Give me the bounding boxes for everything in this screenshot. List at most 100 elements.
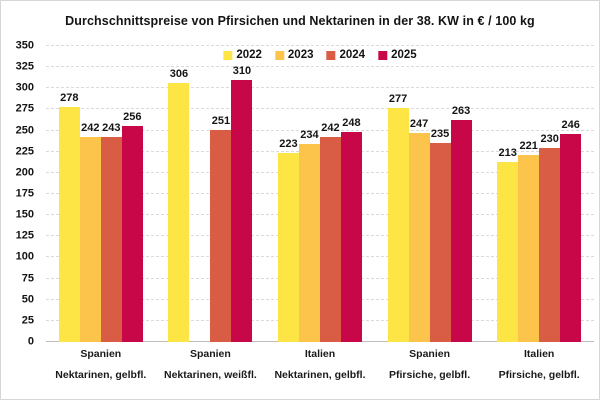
category-product-label: Pfirsiche, gelbfl.	[498, 369, 580, 381]
bar-value-label: 277	[388, 92, 408, 105]
bar-value-label: 243	[102, 121, 121, 134]
bar-slot: 248	[340, 46, 362, 342]
legend-swatch	[274, 50, 284, 60]
bar-2022	[168, 83, 190, 342]
category-product-label: Pfirsiche, gelbfl.	[389, 369, 471, 381]
bar-value-label: 263	[451, 104, 471, 117]
y-tick-label: 0	[27, 335, 34, 348]
y-tick-label: 300	[15, 81, 34, 94]
bar-slot: 246	[560, 46, 582, 342]
bar-value-label: 234	[300, 129, 319, 142]
bar-2024	[319, 137, 341, 342]
bar-slot: 242	[79, 46, 101, 342]
bar-2023	[298, 144, 320, 342]
bar-2022	[277, 153, 299, 342]
y-tick-label: 100	[15, 250, 34, 263]
bar-group: 277 247 235 263	[387, 46, 472, 342]
legend: 2022 2023 2024 2025	[223, 49, 417, 61]
y-tick-label: 250	[15, 124, 34, 137]
y-axis: 0 25 50 75 100 125 150 175 200 225 250 275 300 325 350	[1, 40, 39, 347]
category-label: Italien Nektarinen, gelbfl.	[265, 346, 375, 381]
y-tick-label: 50	[21, 293, 34, 306]
bar-slot: 256	[121, 46, 143, 342]
bar-2024	[210, 129, 232, 342]
bar-2024	[539, 147, 561, 342]
y-tick-label: 150	[15, 208, 34, 221]
bar-2022	[58, 106, 80, 342]
y-tick-label: 25	[21, 314, 34, 327]
bar-group: 223 234 242 248	[277, 46, 362, 342]
legend-item-2025: 2025	[378, 49, 417, 61]
bar-value-label: 221	[519, 140, 538, 153]
bar-slot: 235	[429, 46, 451, 342]
bar-value-label: 256	[123, 110, 142, 123]
category-label: Spanien Nektarinen, weißfl.	[156, 346, 266, 381]
category-product-label: Nektarinen, weißfl.	[164, 369, 257, 381]
category-label: Spanien Pfirsiche, gelbfl.	[375, 346, 485, 381]
bar-slot: 213	[497, 46, 519, 342]
legend-label: 2024	[339, 49, 366, 61]
bar-slot: 221	[518, 46, 540, 342]
legend-item-2023: 2023	[274, 49, 314, 61]
y-tick-label: 75	[21, 272, 34, 285]
bar-slot: 242	[319, 46, 341, 342]
bar-group: 278 242 243 256	[58, 46, 143, 342]
bar-slot: 251	[210, 46, 232, 342]
legend-label: 2025	[391, 49, 417, 61]
bar-2024	[100, 136, 122, 342]
bar-value-label: 310	[232, 64, 252, 77]
category-product-label: Nektarinen, gelbfl.	[274, 369, 366, 381]
bar-groups: 278 242 243 256 306 251 310 223 234 242 248 277 247 2…	[46, 46, 594, 342]
bar-group: 306 251 310	[168, 46, 253, 342]
bar-value-label: 235	[430, 128, 450, 141]
bar-value-label: 230	[540, 132, 559, 145]
bar-value-label: 248	[342, 117, 361, 130]
bar-slot: 243	[100, 46, 122, 342]
bar-value-label: 242	[81, 122, 100, 135]
bar-group-cell: 306 251 310	[156, 46, 266, 342]
x-axis-labels: Spanien Nektarinen, gelbfl. Spanien Nektari…	[46, 346, 594, 381]
bar-2025	[450, 119, 472, 342]
bar-value-label: 223	[279, 138, 298, 151]
legend-swatch	[223, 50, 233, 60]
plot-area: 278 242 243 256 306 251 310 223 234 242 248 277 247 2…	[46, 45, 594, 342]
legend-item-2022: 2022	[223, 49, 262, 61]
bar-group-cell: 223 234 242 248	[265, 46, 375, 342]
y-tick-label: 225	[15, 145, 34, 158]
bar-slot: 263	[450, 46, 472, 342]
bar-group: 213 221 230 246	[497, 46, 582, 342]
chart-title: Durchschnittspreise von Pfirsichen und N…	[65, 14, 535, 28]
bar-2025	[121, 125, 143, 342]
bar-2024	[429, 143, 451, 342]
legend-swatch	[378, 50, 388, 60]
bar-2022	[497, 161, 519, 342]
bar-slot: 234	[298, 46, 320, 342]
bar-slot: 306	[168, 46, 190, 342]
bar-slot: 310	[231, 46, 253, 342]
bar-2023	[408, 133, 430, 342]
bar-group-cell: 277 247 235 263	[375, 46, 485, 342]
category-origin-label: Spanien	[80, 348, 122, 360]
bar-2025	[560, 133, 582, 342]
y-tick-label: 200	[15, 166, 34, 179]
legend-swatch	[326, 50, 336, 60]
bar-value-label: 306	[169, 68, 189, 81]
legend-label: 2023	[287, 49, 314, 61]
bar-slot: 230	[539, 46, 561, 342]
y-tick-label: 350	[15, 39, 34, 52]
category-origin-label: Italien	[524, 348, 555, 360]
bar-value-label: 251	[211, 114, 231, 127]
bar-value-label: 247	[409, 118, 429, 131]
y-tick-label: 325	[15, 60, 34, 73]
category-origin-label: Spanien	[189, 348, 231, 360]
bar-2022	[387, 107, 409, 342]
bar-group-cell: 278 242 243 256	[46, 46, 156, 342]
y-tick-label: 125	[15, 229, 34, 242]
bar-2025	[231, 79, 253, 342]
bar-2023	[79, 137, 101, 342]
bar-value-label: 242	[321, 122, 340, 135]
legend-label: 2022	[236, 49, 262, 61]
category-label: Spanien Nektarinen, gelbfl.	[46, 346, 156, 381]
bar-value-label: 278	[60, 91, 79, 104]
